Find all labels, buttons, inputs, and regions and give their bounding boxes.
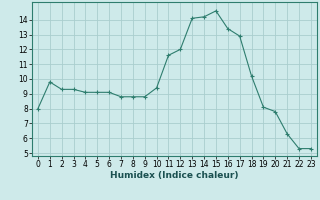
X-axis label: Humidex (Indice chaleur): Humidex (Indice chaleur) [110,171,239,180]
